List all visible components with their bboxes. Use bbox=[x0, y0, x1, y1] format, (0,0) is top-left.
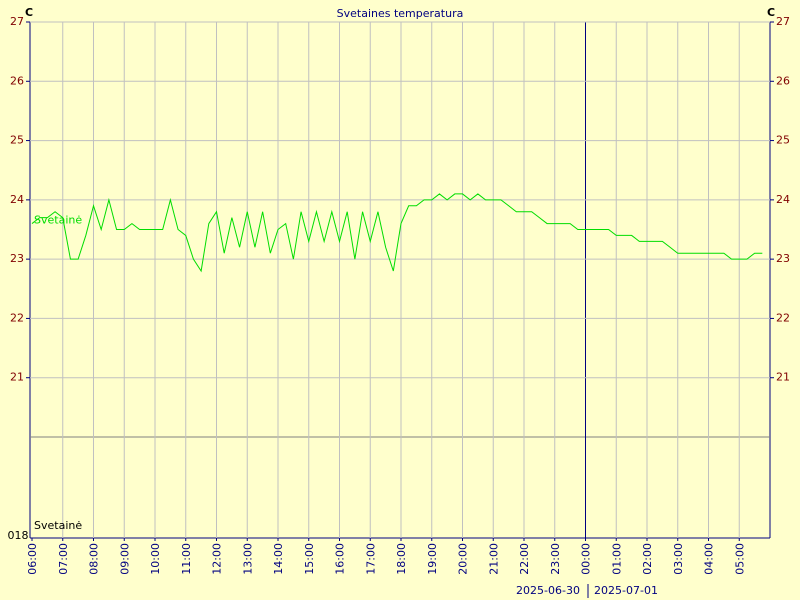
y-unit-left: C bbox=[25, 6, 33, 19]
x-tick-label: 21:00 bbox=[487, 543, 500, 575]
x-tick-label: 03:00 bbox=[672, 543, 685, 575]
chart-title: Svetaines temperatura bbox=[337, 7, 464, 20]
x-tick-label: 08:00 bbox=[88, 543, 101, 575]
x-tick-label: 01:00 bbox=[610, 543, 623, 575]
x-tick-label: 05:00 bbox=[733, 543, 746, 575]
date-label: 2025-07-01 bbox=[594, 584, 658, 597]
y-tick-label: 22 bbox=[10, 311, 24, 324]
y-tick-label: 26 bbox=[10, 74, 24, 87]
x-tick-label: 14:00 bbox=[272, 543, 285, 575]
x-tick-label: 17:00 bbox=[364, 543, 377, 575]
y-tick-label: 27 bbox=[10, 15, 24, 28]
x-tick-label: 20:00 bbox=[457, 543, 470, 575]
x-tick-label: 15:00 bbox=[303, 543, 316, 575]
y-tick-label: 23 bbox=[776, 252, 790, 265]
x-tick-label: 16:00 bbox=[334, 543, 347, 575]
y-tick-label: 25 bbox=[10, 134, 24, 147]
y-tick-label: 24 bbox=[776, 193, 790, 206]
y-tick-label: 21 bbox=[776, 371, 790, 384]
series-label: Svetainė bbox=[34, 214, 82, 227]
legend-entry: Svetainė bbox=[34, 519, 82, 532]
date-label: 2025-06-30 bbox=[516, 584, 580, 597]
x-tick-label: 00:00 bbox=[580, 543, 593, 575]
x-tick-label: 13:00 bbox=[241, 543, 254, 575]
y-unit-right: C bbox=[767, 6, 775, 19]
x-tick-label: 22:00 bbox=[518, 543, 531, 575]
y-tick-label: 25 bbox=[776, 134, 790, 147]
y-tick-label: 22 bbox=[776, 311, 790, 324]
x-tick-label: 06:00 bbox=[26, 543, 39, 575]
x-tick-label: 23:00 bbox=[549, 543, 562, 575]
x-tick-label: 11:00 bbox=[180, 543, 193, 575]
x-tick-label: 19:00 bbox=[426, 543, 439, 575]
y-tick-label: 21 bbox=[10, 371, 24, 384]
y-tick-label: 27 bbox=[776, 15, 790, 28]
x-tick-label: 09:00 bbox=[118, 543, 131, 575]
x-tick-label: 04:00 bbox=[703, 543, 716, 575]
y-bottom-label: 018 bbox=[8, 529, 29, 542]
x-tick-label: 18:00 bbox=[395, 543, 408, 575]
x-tick-label: 02:00 bbox=[641, 543, 654, 575]
y-tick-label: 26 bbox=[776, 74, 790, 87]
y-tick-label: 24 bbox=[10, 193, 24, 206]
x-tick-label: 12:00 bbox=[211, 543, 224, 575]
y-tick-label: 23 bbox=[10, 252, 24, 265]
x-tick-label: 07:00 bbox=[57, 543, 70, 575]
series-line bbox=[31, 193, 763, 273]
x-tick-label: 10:00 bbox=[149, 543, 162, 575]
